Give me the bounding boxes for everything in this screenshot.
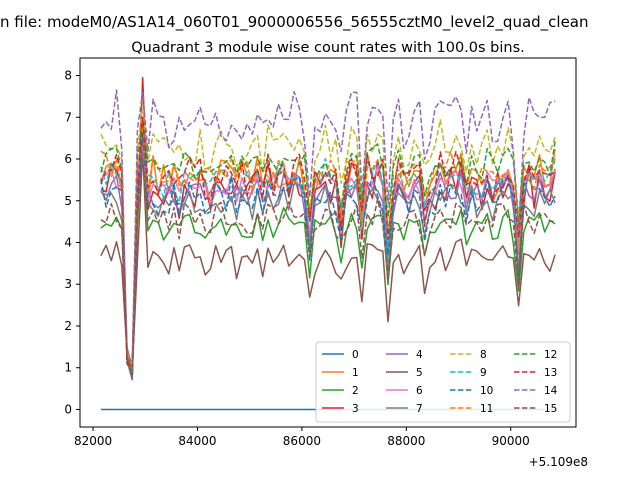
x-axis: 82000 84000 86000 88000 90000 bbox=[74, 427, 530, 448]
series-line-8 bbox=[100, 104, 556, 366]
y-tick-label: 8 bbox=[64, 69, 72, 83]
legend-label: 12 bbox=[544, 349, 557, 361]
legend-label: 1 bbox=[352, 367, 359, 379]
legend-label: 10 bbox=[480, 385, 493, 397]
series-line-13 bbox=[100, 116, 556, 368]
y-tick-label: 4 bbox=[64, 236, 72, 250]
series-line-4 bbox=[100, 141, 556, 378]
y-tick-label: 2 bbox=[64, 319, 72, 333]
y-tick-label: 1 bbox=[64, 361, 72, 375]
legend-label: 6 bbox=[416, 385, 423, 397]
y-tick-label: 3 bbox=[64, 277, 72, 291]
legend-label: 8 bbox=[480, 349, 487, 361]
legend-box bbox=[315, 341, 571, 423]
chart-title: Quadrant 3 module wise count rates with … bbox=[131, 40, 525, 56]
y-axis: 0 1 2 3 4 5 6 7 8 bbox=[64, 69, 80, 416]
legend-label: 4 bbox=[416, 349, 423, 361]
legend-label: 11 bbox=[480, 403, 493, 415]
x-tick-label: 90000 bbox=[492, 434, 530, 448]
legend-label: 14 bbox=[544, 385, 558, 397]
y-tick-label: 7 bbox=[64, 110, 72, 124]
x-tick-label: 84000 bbox=[178, 434, 216, 448]
series-layer bbox=[100, 76, 556, 411]
series-line-15 bbox=[100, 158, 556, 379]
legend-label: 0 bbox=[352, 349, 359, 361]
x-tick-label: 82000 bbox=[74, 434, 112, 448]
legend-label: 9 bbox=[480, 367, 487, 379]
legend-label: 7 bbox=[416, 403, 423, 415]
legend-label: 3 bbox=[352, 403, 359, 415]
series-line-6 bbox=[100, 145, 556, 372]
y-tick-label: 6 bbox=[64, 152, 72, 166]
series-line-10 bbox=[100, 133, 556, 377]
legend-label: 15 bbox=[544, 403, 557, 415]
figure-suptitle: n file: modeM0/AS1A14_060T01_9000006556_… bbox=[0, 13, 589, 32]
series-line-14 bbox=[100, 89, 556, 365]
legend-label: 13 bbox=[544, 367, 557, 379]
x-tick-label: 86000 bbox=[283, 434, 321, 448]
legend-label: 5 bbox=[416, 367, 423, 379]
series-line-5 bbox=[100, 149, 556, 375]
legend-label: 2 bbox=[352, 385, 359, 397]
y-tick-label: 0 bbox=[64, 402, 72, 416]
y-tick-label: 5 bbox=[64, 194, 72, 208]
x-axis-offset-label: +5.109e8 bbox=[529, 455, 588, 469]
series-line-12 bbox=[100, 120, 556, 371]
x-tick-label: 88000 bbox=[387, 434, 425, 448]
